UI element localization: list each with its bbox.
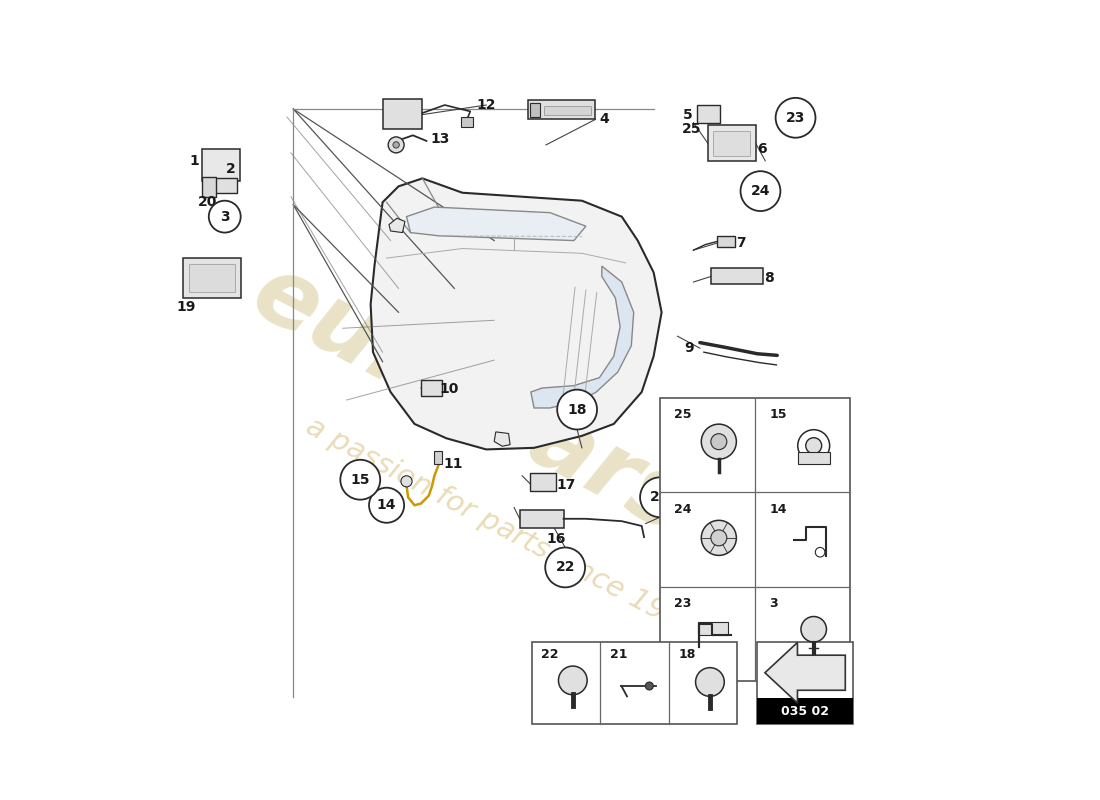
Text: eurOcars: eurOcars	[236, 246, 704, 554]
Circle shape	[695, 668, 724, 696]
Text: 3: 3	[769, 598, 778, 610]
Text: 21: 21	[609, 648, 627, 661]
Bar	[383, 98, 422, 129]
Text: 17: 17	[557, 478, 575, 492]
Bar	[433, 451, 441, 464]
Text: 7: 7	[737, 236, 746, 250]
Text: 21: 21	[650, 490, 670, 504]
Circle shape	[711, 530, 727, 546]
Text: 15: 15	[351, 473, 370, 486]
Circle shape	[646, 682, 653, 690]
Text: 2: 2	[227, 162, 236, 176]
Circle shape	[393, 142, 399, 148]
Circle shape	[559, 666, 587, 694]
Bar	[201, 149, 240, 181]
Bar	[698, 622, 728, 635]
Bar	[531, 642, 737, 725]
Text: 10: 10	[440, 382, 459, 396]
Circle shape	[340, 460, 381, 500]
Text: 24: 24	[674, 502, 692, 516]
Text: 23: 23	[674, 598, 692, 610]
Circle shape	[400, 476, 412, 487]
Text: a passion for parts since 1985: a passion for parts since 1985	[301, 412, 703, 643]
Circle shape	[776, 98, 815, 138]
Text: 6: 6	[757, 142, 767, 156]
Text: 12: 12	[476, 98, 496, 112]
Bar	[421, 380, 441, 396]
Bar	[757, 698, 852, 725]
Bar	[461, 117, 473, 126]
Circle shape	[558, 390, 597, 430]
Text: 035 02: 035 02	[781, 705, 829, 718]
Circle shape	[801, 617, 826, 642]
Text: 5: 5	[683, 107, 693, 122]
Text: 14: 14	[377, 498, 396, 512]
Bar	[528, 100, 595, 119]
Bar	[660, 398, 850, 682]
Bar	[519, 510, 563, 527]
Circle shape	[815, 547, 825, 557]
Polygon shape	[371, 178, 661, 450]
Polygon shape	[531, 266, 634, 408]
Circle shape	[740, 171, 780, 211]
Polygon shape	[494, 432, 510, 446]
Bar	[697, 105, 719, 122]
Text: 20: 20	[198, 195, 217, 210]
Bar	[757, 642, 852, 725]
Circle shape	[640, 478, 680, 517]
Circle shape	[209, 201, 241, 233]
Bar	[184, 258, 241, 298]
Circle shape	[388, 137, 404, 153]
Polygon shape	[764, 642, 845, 703]
Text: 22: 22	[556, 561, 575, 574]
Text: 25: 25	[674, 408, 692, 421]
Polygon shape	[389, 218, 405, 233]
Circle shape	[702, 424, 736, 459]
Text: 23: 23	[785, 110, 805, 125]
Text: 24: 24	[750, 184, 770, 198]
Circle shape	[711, 434, 727, 450]
Text: 14: 14	[769, 502, 786, 516]
Text: 8: 8	[764, 271, 774, 285]
Text: 9: 9	[684, 341, 694, 355]
Bar	[543, 106, 592, 115]
Text: 25: 25	[682, 122, 702, 136]
Text: 19: 19	[176, 300, 196, 314]
Text: 13: 13	[430, 131, 450, 146]
Bar	[711, 269, 763, 285]
Bar	[708, 125, 756, 161]
Text: 11: 11	[443, 457, 462, 470]
Text: 3: 3	[220, 210, 230, 224]
Bar	[201, 177, 216, 197]
Text: 16: 16	[547, 532, 567, 546]
Circle shape	[546, 547, 585, 587]
Text: 15: 15	[769, 408, 786, 421]
Polygon shape	[407, 207, 586, 241]
Text: 1: 1	[189, 154, 199, 168]
Bar	[189, 264, 235, 292]
Text: 18: 18	[568, 402, 587, 417]
Circle shape	[805, 438, 822, 454]
Bar	[798, 452, 829, 464]
Bar	[207, 178, 238, 193]
Bar	[717, 236, 735, 247]
Text: 18: 18	[679, 648, 695, 661]
Bar	[530, 102, 540, 117]
Text: 22: 22	[541, 648, 559, 661]
Circle shape	[702, 520, 736, 555]
Bar	[530, 474, 556, 491]
Text: 4: 4	[600, 112, 609, 126]
Circle shape	[368, 488, 404, 522]
Circle shape	[798, 430, 829, 462]
Bar	[714, 130, 750, 156]
